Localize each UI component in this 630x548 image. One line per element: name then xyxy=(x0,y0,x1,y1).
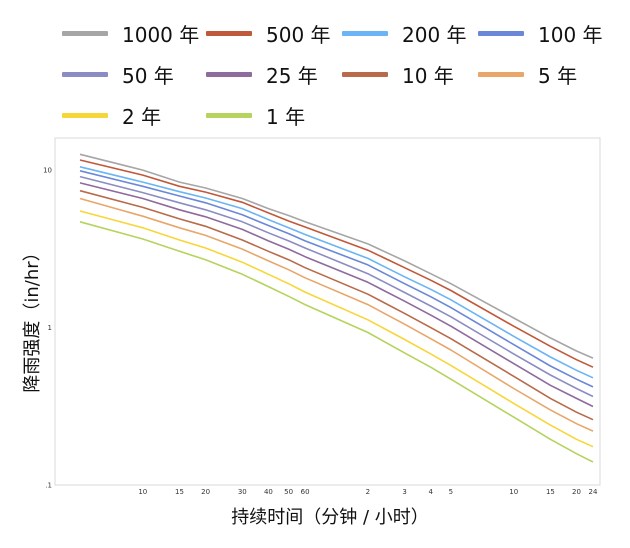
x-tick-label: 20 xyxy=(572,488,581,496)
x-tick-label: 40 xyxy=(264,488,273,496)
legend-swatch xyxy=(62,71,108,77)
legend-swatch xyxy=(62,30,108,36)
legend-label: 5 年 xyxy=(538,63,578,88)
series-line-6 xyxy=(79,189,594,421)
x-tick-label: 60 xyxy=(301,488,310,496)
x-axis-title: 持续时间（分钟 / 小时） xyxy=(231,507,429,528)
x-tick-label: 15 xyxy=(175,488,184,496)
legend-label: 200 年 xyxy=(402,22,467,47)
x-tick-label: 5 xyxy=(449,488,453,496)
legend-item: 500 年 xyxy=(206,18,331,48)
series-line-1 xyxy=(79,159,594,368)
series-line-9 xyxy=(79,221,594,463)
legend-label: 1 年 xyxy=(266,104,306,129)
x-tick-label: 4 xyxy=(428,488,433,496)
x-tick-label: 3 xyxy=(402,488,406,496)
legend-item: 50 年 xyxy=(62,59,174,89)
legend-swatch xyxy=(478,30,524,36)
y-tick-label: 1 xyxy=(48,324,52,332)
legend-item: 2 年 xyxy=(62,100,161,130)
series-line-8 xyxy=(79,210,594,448)
legend-label: 10 年 xyxy=(402,63,454,88)
legend-swatch xyxy=(342,30,388,36)
x-tick-label: 2 xyxy=(366,488,370,496)
legend-label: 100 年 xyxy=(538,22,603,47)
legend-item: 100 年 xyxy=(478,18,603,48)
legend-item: 10 年 xyxy=(342,59,454,89)
x-tick-labels: 10 15 20 30 40 50 60 2 3 4 5 10 15 20 24 xyxy=(138,488,598,496)
x-tick-label: 30 xyxy=(238,488,247,496)
series-line-4 xyxy=(79,175,594,398)
x-tick-label: 50 xyxy=(284,488,293,496)
y-axis-title: 降雨强度（in/hr） xyxy=(22,243,43,392)
y-tick-label: .1 xyxy=(45,482,52,490)
legend-swatch xyxy=(206,112,252,118)
legend-label: 2 年 xyxy=(122,104,162,129)
legend-label: 25 年 xyxy=(266,63,318,88)
x-tick-label: 24 xyxy=(589,488,598,496)
legend-swatch xyxy=(206,71,252,77)
legend-swatch xyxy=(206,30,252,36)
legend-swatch xyxy=(62,112,108,118)
x-tick-label: 15 xyxy=(546,488,555,496)
y-tick-labels: 101.1 xyxy=(43,167,52,490)
legend-swatch xyxy=(478,71,524,77)
series-line-2 xyxy=(79,166,594,379)
series-line-7 xyxy=(79,197,594,432)
series-line-3 xyxy=(79,170,594,388)
legend-item: 200 年 xyxy=(342,18,467,48)
legend-label: 50 年 xyxy=(122,63,174,88)
legend: 1000 年 500 年 200 年 100 年 50 年 25 年 10 年 5 年 2 年 1… xyxy=(0,0,630,140)
legend-label: 500 年 xyxy=(266,22,331,47)
series-line-0 xyxy=(79,153,594,359)
legend-item: 1 年 xyxy=(206,100,305,130)
plot-frame xyxy=(54,137,601,486)
legend-label: 1000 年 xyxy=(122,22,200,47)
series-line-5 xyxy=(79,182,594,408)
legend-item: 5 年 xyxy=(478,59,577,89)
x-tick-label: 20 xyxy=(201,488,210,496)
x-tick-label: 10 xyxy=(509,488,518,496)
legend-item: 25 年 xyxy=(206,59,318,89)
y-tick-label: 10 xyxy=(43,167,52,175)
legend-swatch xyxy=(342,71,388,77)
series-layer xyxy=(79,153,594,463)
x-tick-label: 10 xyxy=(138,488,147,496)
legend-item: 1000 年 xyxy=(62,18,199,48)
